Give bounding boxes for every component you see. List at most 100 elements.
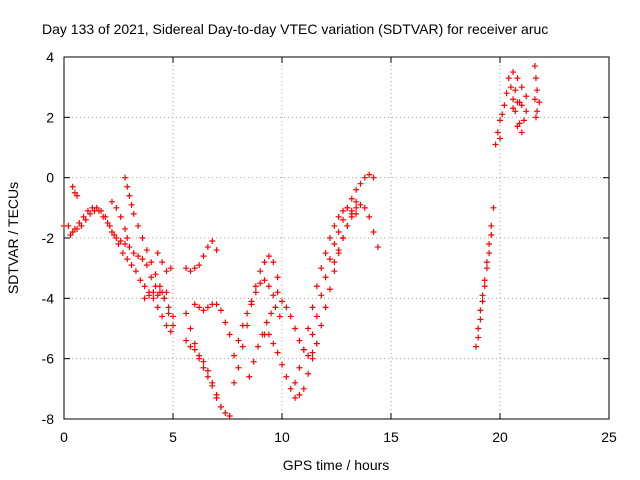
series-s6	[141, 289, 170, 302]
series-s18	[309, 171, 377, 338]
chart-title: Day 133 of 2021, Sidereal Day-to-day VTE…	[42, 21, 548, 37]
data-point	[106, 222, 113, 229]
data-point	[156, 283, 163, 290]
data-point	[292, 325, 299, 332]
data-point	[231, 379, 238, 386]
data-point	[200, 307, 207, 314]
data-point	[475, 325, 482, 332]
data-point	[494, 129, 501, 136]
data-point	[250, 358, 257, 365]
series-s25	[510, 99, 530, 136]
data-point	[331, 241, 338, 248]
data-point	[481, 283, 488, 290]
data-point	[108, 228, 115, 235]
data-point	[226, 412, 233, 419]
series-s15	[274, 289, 320, 359]
series-s5	[122, 174, 176, 329]
data-point	[309, 304, 316, 311]
data-point	[163, 322, 170, 329]
data-point	[335, 213, 342, 220]
data-point	[209, 238, 216, 245]
x-tick-label: 0	[60, 429, 68, 445]
x-tick-label: 20	[492, 429, 508, 445]
data-point	[326, 256, 333, 263]
data-point	[532, 75, 539, 82]
data-point	[510, 96, 517, 103]
data-point	[200, 358, 207, 365]
data-point	[204, 304, 211, 311]
data-point	[200, 253, 207, 260]
data-point	[313, 340, 320, 347]
data-point	[279, 361, 285, 368]
data-point	[261, 259, 268, 266]
data-point	[331, 259, 338, 266]
data-point	[122, 241, 129, 248]
series-s19	[331, 201, 381, 266]
y-tick-label: 0	[46, 170, 54, 186]
data-point	[292, 379, 299, 386]
series-s11	[191, 301, 233, 338]
data-point	[283, 304, 290, 311]
x-tick-label: 25	[601, 429, 617, 445]
series-s16	[261, 198, 360, 401]
data-point	[143, 262, 150, 269]
data-point	[108, 198, 115, 205]
data-point	[287, 313, 294, 320]
data-point	[163, 289, 170, 296]
data-point	[348, 207, 355, 214]
data-point	[507, 84, 514, 91]
y-tick-label: -8	[42, 411, 55, 427]
data-point	[353, 210, 360, 217]
y-tick-label: -6	[42, 351, 55, 367]
data-point	[477, 307, 484, 314]
data-point	[479, 292, 486, 299]
data-point	[239, 343, 246, 350]
data-point	[139, 235, 146, 241]
data-point	[473, 343, 480, 350]
series-s26	[531, 63, 543, 121]
data-point	[512, 87, 519, 94]
data-point	[152, 271, 159, 278]
y-axis-label: SDTVAR / TECUs	[5, 182, 21, 294]
data-point	[536, 99, 543, 106]
data-point	[191, 301, 198, 308]
grid	[64, 57, 609, 419]
data-point	[268, 310, 275, 317]
data-point	[82, 216, 89, 223]
data-point	[483, 265, 490, 272]
data-point	[318, 322, 325, 329]
x-axis-label: GPS time / hours	[283, 457, 390, 473]
data-point	[497, 135, 503, 142]
data-point	[128, 262, 135, 269]
data-point	[353, 186, 360, 193]
data-point	[132, 268, 139, 275]
data-point	[499, 111, 506, 118]
data-point	[93, 204, 100, 211]
data-point	[300, 385, 307, 392]
data-point	[270, 340, 277, 347]
data-point	[143, 247, 150, 254]
data-point	[322, 304, 329, 311]
series-s13	[231, 277, 277, 359]
data-point	[122, 174, 129, 181]
data-point	[65, 222, 72, 229]
data-point	[475, 334, 482, 341]
data-point	[213, 394, 220, 401]
data-point	[296, 364, 303, 371]
data-point	[370, 228, 377, 235]
data-point	[213, 247, 220, 254]
data-point	[366, 213, 373, 220]
data-point	[309, 355, 316, 362]
data-point	[486, 250, 493, 257]
data-point	[235, 337, 242, 344]
data-point	[309, 331, 316, 338]
data-point	[272, 304, 279, 311]
data-point	[69, 183, 76, 190]
data-point	[154, 250, 161, 257]
y-tick-label: 2	[46, 109, 54, 125]
data-point	[520, 117, 527, 124]
data-point	[148, 274, 155, 281]
data-point	[187, 343, 194, 350]
data-point	[159, 313, 166, 320]
